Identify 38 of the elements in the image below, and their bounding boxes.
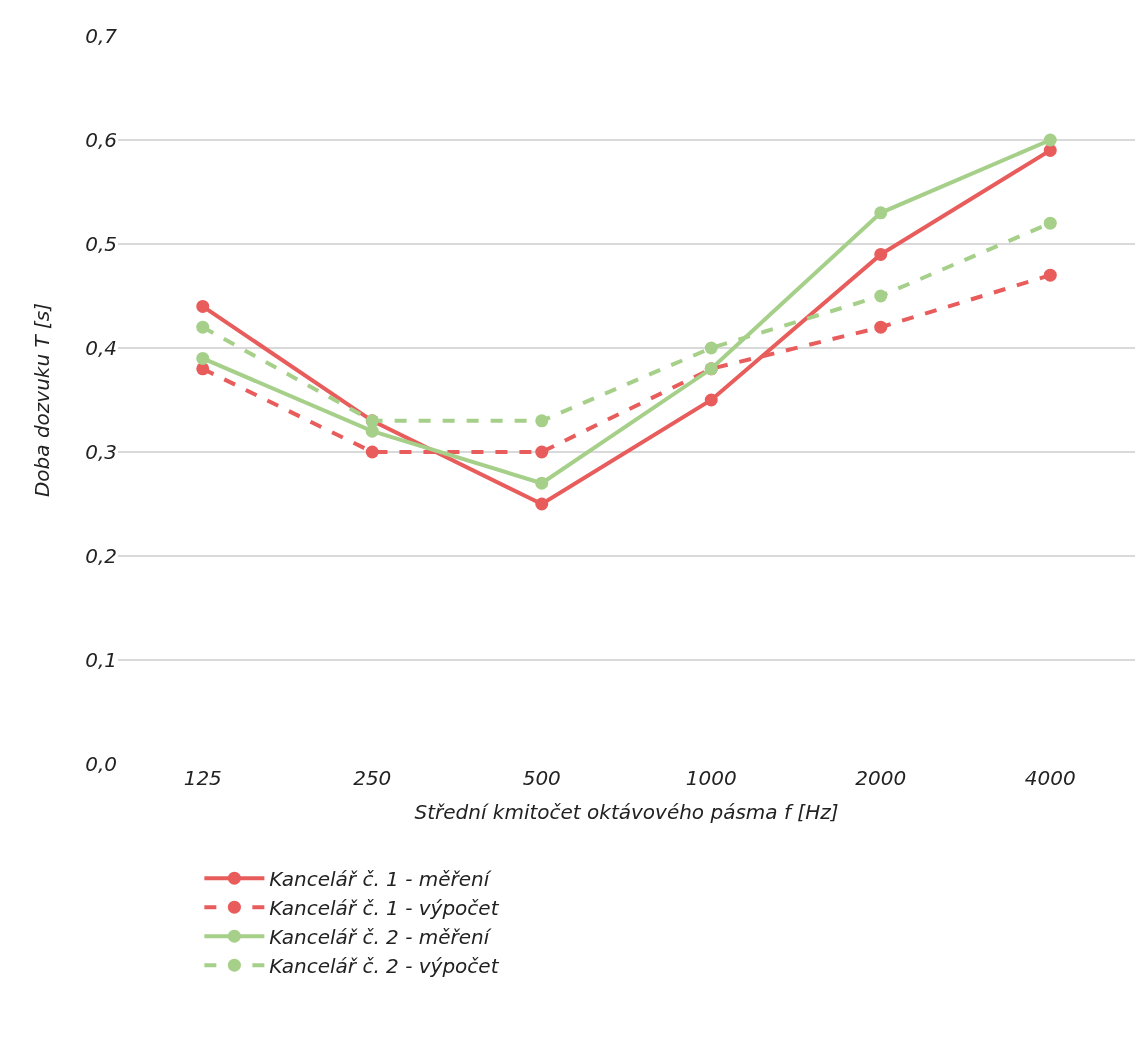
point [1043,268,1057,282]
y-tick-label: 0,0 [85,752,117,776]
point [196,351,210,365]
x-tick-label: 250 [353,766,392,790]
point [365,445,379,459]
y-tick-label: 0,4 [85,336,117,360]
point [1043,216,1057,230]
y-axis-title: Doba dozvuku T [s] [29,302,54,498]
point [535,445,549,459]
x-tick-label: 1000 [685,766,737,790]
y-tick-label: 0,2 [85,544,117,568]
point [196,320,210,334]
point [874,320,888,334]
point [704,393,718,407]
point [874,206,888,220]
x-tick-label: 500 [522,766,561,790]
point [535,497,549,511]
y-tick-label: 0,1 [85,648,117,672]
x-tick-label: 125 [183,766,222,790]
point [704,341,718,355]
point [1043,133,1057,147]
point [535,414,549,428]
legend-label: Kancelář č. 2 - výpočet [269,953,500,978]
point [1043,143,1057,157]
y-tick-label: 0,6 [85,128,117,152]
point [535,476,549,490]
point [196,299,210,313]
point [874,289,888,303]
x-tick-label: 2000 [855,766,907,790]
legend-label: Kancelář č. 1 - výpočet [269,895,500,920]
legend-label: Kancelář č. 2 - měření [269,924,492,949]
x-axis-title: Střední kmitočet oktávového pásma f [Hz] [414,799,839,824]
point [874,247,888,261]
y-tick-label: 0,3 [85,440,117,464]
x-tick-label: 4000 [1024,766,1076,790]
y-tick-label: 0,7 [85,24,118,48]
y-tick-label: 0,5 [85,232,117,256]
legend-label: Kancelář č. 1 - měření [269,866,492,891]
